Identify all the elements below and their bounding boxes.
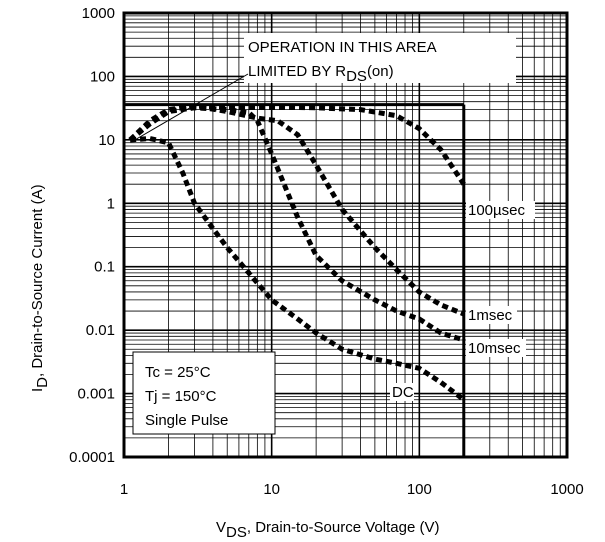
rdson-annotation-leader	[132, 73, 249, 142]
series-label-bg	[390, 383, 414, 401]
y-axis-title: ID, Drain-to-Source Current (A)	[29, 184, 51, 392]
x-axis-title: VDS, Drain-to-Source Voltage (V)	[216, 519, 439, 541]
y-tick-label: 0.01	[86, 322, 115, 339]
x-axis-title-rest: , Drain-to-Source Voltage (V)	[247, 519, 440, 536]
rdson-annotation-box	[244, 33, 516, 83]
y-axis-title-rest: , Drain-to-Source Current (A)	[29, 184, 46, 377]
x-tick-label: 100	[407, 481, 432, 498]
series-label-layer: 100µsec 1msec 10msec DC	[390, 201, 535, 401]
annotation-line1: OPERATION IN THIS AREA	[248, 39, 437, 56]
series-line-dc	[129, 135, 466, 402]
annotation-limited-by: LIMITED BY R	[248, 63, 346, 80]
condition-pulse: Single Pulse	[145, 412, 228, 429]
x-tick-label: 1	[120, 481, 128, 498]
series-label-dc: DC	[392, 384, 414, 401]
y-tick-label: 0.0001	[69, 449, 115, 466]
y-tick-label: 0.001	[77, 386, 115, 403]
series-line-10msec	[128, 105, 465, 343]
y-tick-label: 100	[90, 68, 115, 85]
series-label-10msec: 10msec	[468, 340, 521, 357]
series-label-1msec: 1msec	[468, 307, 513, 324]
tick-label-layer: 1 10 100 1000 1000 100 10 1 0.1 0.01 0.001 0.0001	[69, 5, 584, 498]
series-label-bg	[466, 339, 526, 357]
plot-frame	[122, 11, 569, 459]
series-label-100sec: 100µsec	[468, 202, 526, 219]
series-label-bg	[466, 306, 517, 324]
x-axis-title-sub: DS	[226, 524, 247, 541]
y-tick-label: 1	[107, 195, 115, 212]
y-axis-title-main: I	[29, 388, 46, 392]
x-axis-title-main: V	[216, 519, 226, 536]
annotation-rds-sub: DS	[346, 68, 367, 85]
x-tick-label: 10	[263, 481, 280, 498]
conditions-box	[132, 351, 276, 435]
annotation-on: (on)	[367, 63, 394, 80]
y-tick-label: 10	[98, 132, 115, 149]
y-tick-label: 1000	[82, 5, 115, 22]
x-tick-label: 1000	[550, 481, 583, 498]
series-label-bg	[466, 201, 535, 219]
condition-tc: Tc = 25°C	[145, 364, 211, 381]
soa-boundary-layer	[124, 103, 466, 457]
condition-tj: Tj = 150°C	[145, 388, 217, 405]
y-axis-title-sub: D	[34, 377, 51, 388]
series-layer	[128, 103, 466, 402]
y-tick-label: 0.1	[94, 259, 115, 276]
series-line-1msec	[128, 103, 465, 317]
annotation-line2: LIMITED BY RDS(on)	[248, 63, 394, 85]
